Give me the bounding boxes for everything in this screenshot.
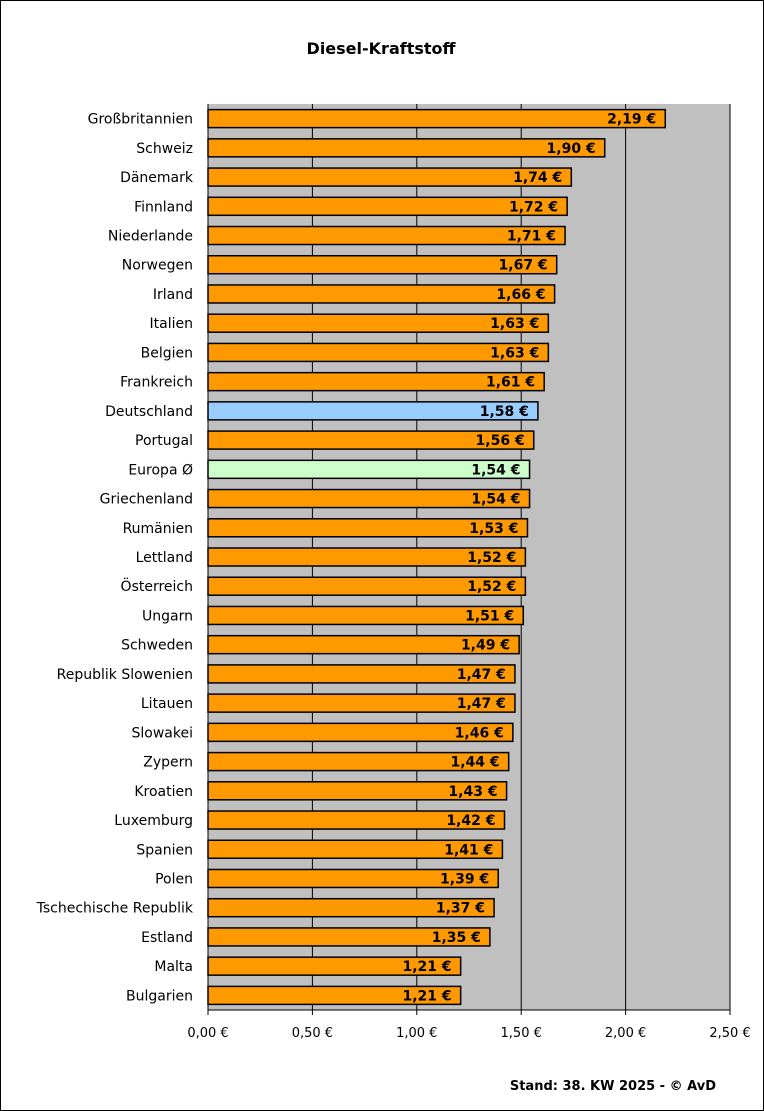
data-label: 1,37 € xyxy=(436,901,485,917)
category-label: Litauen xyxy=(141,696,193,712)
category-label: Schweden xyxy=(121,638,193,654)
category-label: Schweiz xyxy=(136,141,193,157)
data-label: 1,35 € xyxy=(432,930,481,946)
data-label: 1,74 € xyxy=(513,170,562,186)
category-label: Lettland xyxy=(136,550,193,566)
data-label: 1,47 € xyxy=(457,667,506,683)
category-label: Griechenland xyxy=(100,492,193,508)
x-tick-label: 1,00 € xyxy=(396,1026,437,1041)
category-label: Deutschland xyxy=(105,404,193,420)
x-axis-ticks: 0,00 € 0,50 € 1,00 € 1,50 € 2,00 € 2,50 € xyxy=(187,1010,751,1041)
data-label: 1,66 € xyxy=(496,287,545,303)
data-label: 1,58 € xyxy=(480,404,529,420)
data-label: 1,52 € xyxy=(467,579,516,595)
category-label: Malta xyxy=(154,959,193,975)
category-label: Irland xyxy=(153,287,193,303)
data-label: 1,71 € xyxy=(507,229,556,245)
footer-note: Stand: 38. KW 2025 - © AvD xyxy=(510,1079,716,1094)
category-label: Ungarn xyxy=(142,608,193,624)
data-label: 1,42 € xyxy=(446,813,495,829)
data-label: 1,63 € xyxy=(490,316,539,332)
data-label: 1,41 € xyxy=(444,842,493,858)
data-label: 1,51 € xyxy=(465,608,514,624)
data-label: 1,49 € xyxy=(461,638,510,654)
category-label: Dänemark xyxy=(120,170,194,186)
data-label: 2,19 € xyxy=(607,112,656,128)
data-label: 1,39 € xyxy=(440,871,489,887)
category-label: Spanien xyxy=(136,842,193,858)
data-label: 1,56 € xyxy=(476,433,525,449)
category-label: Estland xyxy=(141,930,193,946)
data-label: 1,90 € xyxy=(547,141,596,157)
category-label: Frankreich xyxy=(120,375,193,391)
category-label: Bulgarien xyxy=(126,988,193,1004)
category-label: Portugal xyxy=(135,433,193,449)
x-tick-label: 1,50 € xyxy=(501,1026,542,1041)
category-label: Tschechische Republik xyxy=(36,901,194,917)
x-tick-label: 0,50 € xyxy=(292,1026,333,1041)
data-label: 1,47 € xyxy=(457,696,506,712)
category-label: Großbritannien xyxy=(88,112,193,128)
category-label: Polen xyxy=(155,871,193,887)
category-label: Europa Ø xyxy=(128,462,193,478)
data-label: 1,53 € xyxy=(469,521,518,537)
category-label: Finnland xyxy=(134,199,193,215)
data-label: 1,67 € xyxy=(499,258,548,274)
chart-title: Diesel-Kraftstoff xyxy=(307,39,457,58)
data-label: 1,21 € xyxy=(402,988,451,1004)
category-label: Luxemburg xyxy=(114,813,193,829)
data-label: 1,63 € xyxy=(490,345,539,361)
data-label: 1,72 € xyxy=(509,199,558,215)
x-tick-label: 0,00 € xyxy=(187,1026,228,1041)
data-label: 1,46 € xyxy=(455,725,504,741)
category-label: Kroatien xyxy=(134,784,193,800)
data-label: 1,43 € xyxy=(448,784,497,800)
data-label: 1,52 € xyxy=(467,550,516,566)
data-label: 1,44 € xyxy=(451,755,500,771)
category-label: Zypern xyxy=(143,755,193,771)
data-label: 1,61 € xyxy=(486,375,535,391)
category-labels: Großbritannien Schweiz Dänemark Finnland Nie… xyxy=(36,112,194,1005)
category-label: Österreich xyxy=(121,577,193,595)
data-label: 1,54 € xyxy=(471,462,520,478)
category-label: Republik Slowenien xyxy=(57,667,193,683)
category-label: Belgien xyxy=(141,345,193,361)
category-label: Rumänien xyxy=(123,521,193,537)
bar xyxy=(207,138,606,158)
category-label: Italien xyxy=(150,316,193,332)
x-tick-label: 2,50 € xyxy=(709,1026,750,1041)
data-label: 1,21 € xyxy=(402,959,451,975)
category-label: Niederlande xyxy=(108,229,193,245)
x-tick-label: 2,00 € xyxy=(605,1026,646,1041)
bar xyxy=(207,108,667,129)
bars-group: 2,19 € 1,90 € 1,74 € 1,72 € 1,71 € 1,67 € 1,66… xyxy=(207,108,667,1006)
category-label: Norwegen xyxy=(122,258,193,274)
category-label: Slowakei xyxy=(132,725,193,741)
data-label: 1,54 € xyxy=(471,492,520,508)
